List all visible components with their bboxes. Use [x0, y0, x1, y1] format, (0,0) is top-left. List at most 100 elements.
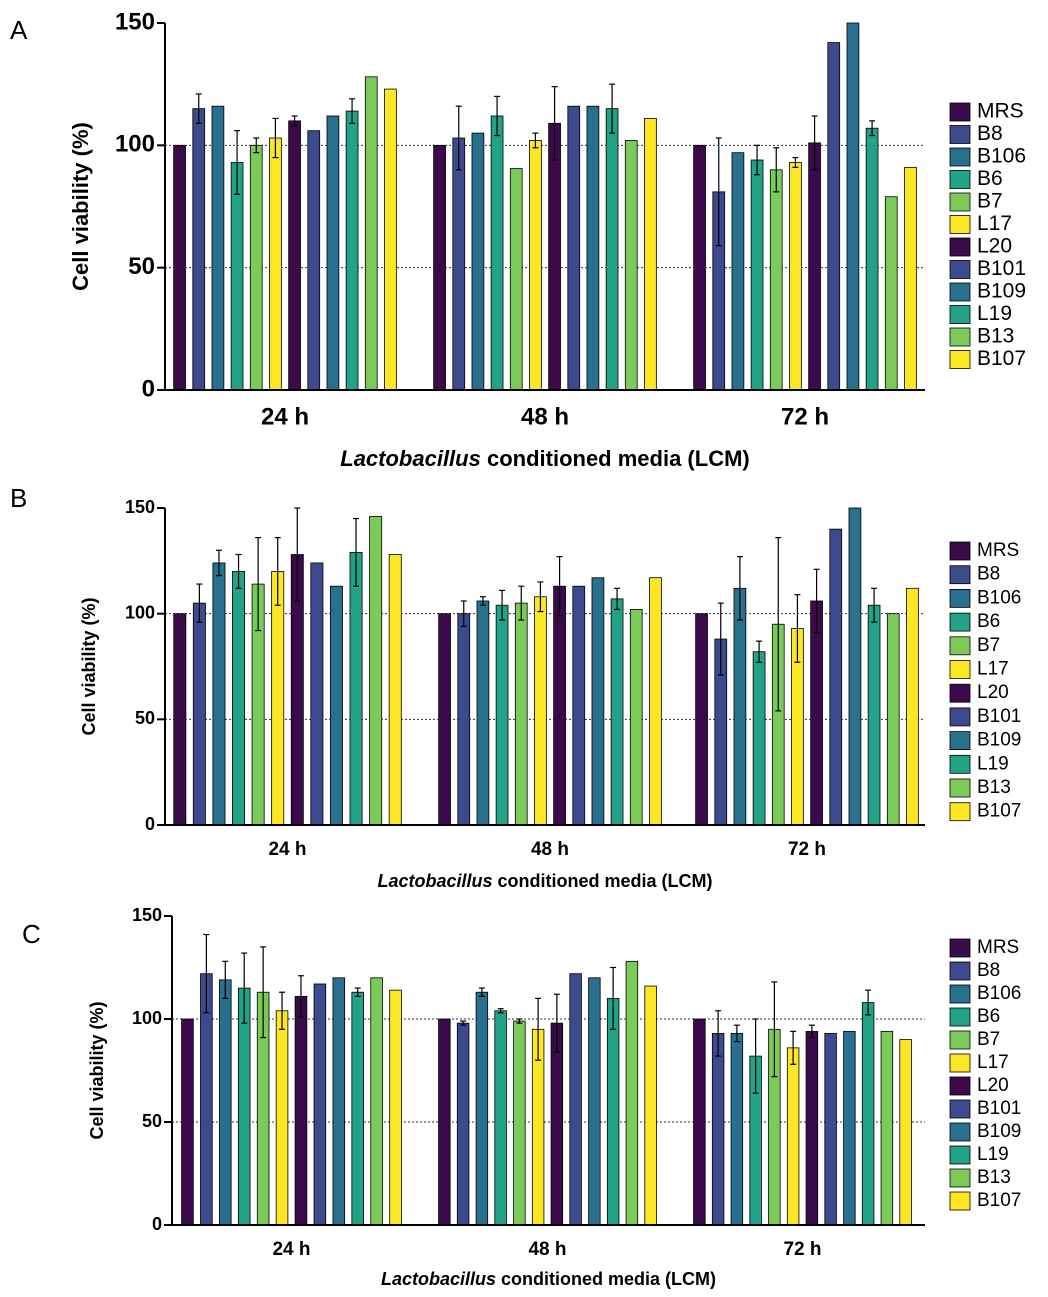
legend-label: B109 — [977, 280, 1026, 303]
y-tick-label: 100 — [115, 131, 155, 158]
bar — [192, 108, 206, 391]
bar — [548, 122, 561, 391]
bar — [752, 651, 766, 826]
legend-swatch — [949, 1191, 971, 1211]
y-axis-label: Cell viability (%) — [87, 1001, 107, 1139]
x-axis-label-italic: Lactobacillus — [377, 871, 492, 891]
error-bar — [518, 585, 525, 621]
error-bar — [203, 933, 210, 1014]
legend-swatch — [949, 541, 971, 561]
error-bar — [353, 517, 360, 587]
error-bar — [869, 120, 876, 137]
legend-swatch — [949, 778, 971, 798]
legend-swatch — [949, 260, 971, 279]
legend-swatch — [949, 707, 971, 727]
bar — [288, 120, 301, 391]
error-bar — [235, 553, 242, 589]
error-bar — [222, 960, 229, 1000]
bar — [629, 609, 643, 826]
bar — [750, 159, 764, 391]
error-bar — [792, 156, 799, 168]
legend-label: MRS — [977, 937, 1019, 958]
x-tick-label: 24 h — [268, 839, 306, 860]
error-bar — [455, 105, 462, 171]
y-tick-label: 0 — [152, 1214, 162, 1234]
bar — [310, 562, 324, 826]
error-bar — [460, 1020, 467, 1026]
x-tick-label: 72 h — [783, 1239, 821, 1260]
bar — [219, 979, 232, 1226]
bar — [307, 130, 321, 391]
bar — [534, 596, 547, 826]
bar — [572, 585, 586, 826]
error-bar — [274, 536, 281, 606]
panel-label: C — [22, 919, 41, 949]
bar — [475, 991, 489, 1226]
error-bar — [871, 587, 878, 623]
bar — [644, 985, 657, 1226]
bar — [370, 977, 383, 1226]
y-tick-label: 150 — [115, 8, 155, 35]
legend-swatch — [949, 192, 971, 212]
bar — [899, 1039, 912, 1226]
legend-swatch — [949, 802, 971, 822]
bar — [529, 140, 542, 391]
x-tick-label: 48 h — [521, 403, 569, 430]
bar — [494, 1010, 507, 1226]
bar — [624, 140, 638, 391]
bar — [495, 604, 509, 826]
error-bar — [195, 93, 202, 124]
legend-label: B101 — [977, 1098, 1021, 1119]
error-bar — [260, 946, 267, 1039]
bar — [457, 613, 471, 826]
bar — [269, 137, 282, 391]
legend-label: B6 — [977, 167, 1003, 190]
bar — [733, 587, 747, 826]
legend-label: B7 — [977, 635, 1000, 656]
error-bar — [614, 587, 621, 611]
bar — [588, 977, 601, 1226]
bar — [329, 585, 343, 826]
bar — [906, 587, 919, 826]
bar — [867, 604, 881, 826]
bar — [649, 577, 662, 826]
bar — [861, 1002, 875, 1226]
bar — [513, 1020, 526, 1226]
bar — [567, 105, 581, 391]
bar — [591, 577, 605, 826]
legend-swatch — [949, 1145, 971, 1165]
legend-swatch — [949, 612, 971, 632]
bar — [456, 1022, 470, 1226]
error-bar — [478, 987, 485, 997]
error-bar — [279, 991, 286, 1030]
bar — [181, 1018, 194, 1226]
legend-label: B101 — [977, 706, 1021, 727]
legend-label: L19 — [977, 753, 1009, 774]
bar — [271, 571, 285, 826]
legend-label: B101 — [977, 257, 1026, 280]
x-tick-label: 48 h — [531, 839, 569, 860]
bar — [605, 108, 619, 391]
legend-swatch — [949, 1007, 971, 1027]
bar — [509, 168, 523, 391]
x-axis-label: Lactobacillus conditioned media (LCM) — [381, 1269, 716, 1289]
legend-label: B106 — [977, 145, 1026, 168]
legend-label: L17 — [977, 659, 1009, 680]
bar — [384, 88, 397, 391]
legend-swatch — [949, 589, 971, 608]
bar — [388, 554, 402, 826]
bar — [349, 551, 363, 826]
y-tick-label: 50 — [142, 1111, 162, 1131]
legend-swatch — [949, 683, 971, 703]
error-bar — [610, 966, 617, 1030]
bar — [332, 977, 346, 1226]
legend-swatch — [949, 660, 971, 679]
bar — [789, 162, 802, 391]
bar — [693, 1018, 706, 1226]
legend-label: L20 — [977, 682, 1009, 703]
bar — [827, 42, 841, 391]
error-bar — [535, 997, 542, 1061]
y-tick-label: 100 — [132, 1008, 162, 1028]
legend-swatch — [949, 125, 971, 144]
legend-swatch — [949, 282, 971, 302]
